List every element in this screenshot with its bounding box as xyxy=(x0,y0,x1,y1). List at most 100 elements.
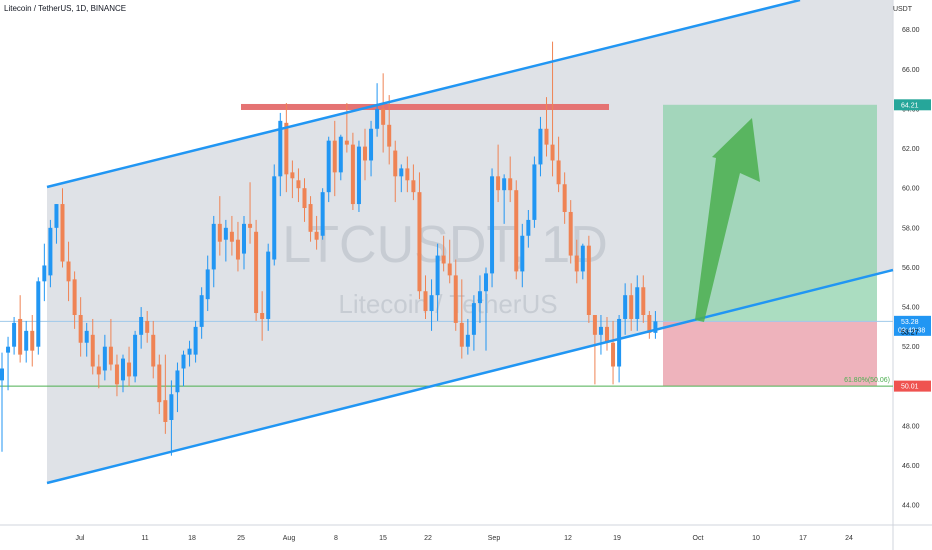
candle-body xyxy=(308,204,313,232)
channel-upper-line xyxy=(46,0,801,189)
time-tick-label: 17 xyxy=(799,535,807,542)
candle-body xyxy=(84,330,89,343)
candle-body xyxy=(157,364,162,403)
candle-body xyxy=(477,291,482,304)
candle-body xyxy=(24,330,29,351)
candle-body xyxy=(381,108,386,125)
candle-body xyxy=(272,176,277,260)
candle-body xyxy=(48,227,53,276)
candle-body xyxy=(586,245,591,315)
candle-body xyxy=(459,322,464,347)
candle-body xyxy=(302,188,307,209)
candle-body xyxy=(435,255,440,296)
candle-body xyxy=(550,144,555,161)
symbol-header: Litecoin / TetherUS, 1D, BINANCE xyxy=(4,4,127,13)
candle-body xyxy=(278,120,283,177)
time-tick-label: Sep xyxy=(488,535,501,542)
candle-body xyxy=(465,334,470,347)
candle-body xyxy=(447,263,452,276)
candle-body xyxy=(90,334,95,367)
candle-body xyxy=(441,255,446,264)
time-tick-label: 19 xyxy=(613,535,621,542)
price-tick-label: 48.00 xyxy=(902,423,920,430)
price-tick-label: 44.00 xyxy=(902,503,920,510)
candle-body xyxy=(229,231,234,242)
candle-body xyxy=(641,287,646,315)
candle-body xyxy=(502,178,507,191)
price-axis-unit: USDT xyxy=(892,6,912,13)
price-tick-label: 58.00 xyxy=(902,225,920,232)
candle-body xyxy=(629,295,634,319)
candle-body xyxy=(54,204,59,228)
candle-body xyxy=(18,318,23,355)
price-tick-label: 52.00 xyxy=(902,344,920,351)
candle-body xyxy=(471,303,476,335)
candle-body xyxy=(508,178,513,191)
target-zone xyxy=(663,104,877,322)
candle-body xyxy=(108,346,113,365)
candle-body xyxy=(133,334,138,377)
time-tick-label: 11 xyxy=(141,535,148,542)
price-tick-label: 46.00 xyxy=(902,463,920,470)
candle-body xyxy=(66,261,71,282)
candle-body xyxy=(36,281,41,347)
price-tick-label: 56.00 xyxy=(902,265,920,272)
candle-body xyxy=(538,128,543,165)
time-tick-label: 18 xyxy=(188,535,196,542)
candle-body xyxy=(605,326,609,343)
candle-body xyxy=(344,140,349,145)
candle-body xyxy=(611,342,616,367)
candle-body xyxy=(169,394,174,420)
price-tick-label: 66.00 xyxy=(902,67,920,74)
time-tick-label: 22 xyxy=(424,535,432,542)
current-price-tag-price: 53.28 xyxy=(901,319,919,326)
candle-body xyxy=(290,172,295,179)
candle-body xyxy=(417,192,422,292)
candle-body xyxy=(453,275,458,323)
candle-body xyxy=(193,326,198,355)
candle-body xyxy=(96,366,101,375)
resistance-bar xyxy=(241,103,609,110)
candle-body xyxy=(514,190,519,272)
watermark-ticker: LTCUSDT, 1D xyxy=(282,216,608,274)
candle-body xyxy=(199,295,204,327)
candle-body xyxy=(30,330,35,351)
projection-arrow xyxy=(695,118,760,322)
target-tag-price: 64.21 xyxy=(901,102,919,109)
price-axis-background xyxy=(893,0,932,550)
candle-body xyxy=(387,124,392,147)
candle-body xyxy=(411,180,416,193)
time-tick-label: 10 xyxy=(752,535,760,542)
price-tick-label: 62.00 xyxy=(902,146,920,153)
candle-body xyxy=(12,322,17,347)
bid-price-label: 53.27 xyxy=(901,330,919,337)
time-tick-label: 8 xyxy=(334,535,338,542)
time-tick-label: 15 xyxy=(379,535,387,542)
candle-body xyxy=(490,176,495,274)
time-tick-label: Jul xyxy=(76,535,85,542)
candle-body xyxy=(320,192,325,236)
watermark-name: Litecoin / TetherUS xyxy=(338,289,557,319)
candle-body xyxy=(102,346,107,371)
time-tick-label: 25 xyxy=(237,535,245,542)
target-tag-bg xyxy=(894,99,931,111)
candle-body xyxy=(145,320,150,333)
candle-body xyxy=(163,400,168,422)
candle-body xyxy=(568,211,573,256)
channel-lower-line xyxy=(46,268,894,485)
candle-body xyxy=(6,346,11,353)
candle-body xyxy=(114,364,119,385)
price-tick-label: 60.00 xyxy=(902,186,920,193)
candle-body xyxy=(121,358,125,381)
time-tick-label: 24 xyxy=(845,535,853,542)
candle-body xyxy=(260,313,265,319)
candle-body xyxy=(598,326,603,335)
candle-body xyxy=(520,235,525,272)
candle-body xyxy=(623,295,628,319)
candle-body xyxy=(580,245,585,272)
candle-body xyxy=(423,291,428,312)
candle-body xyxy=(42,265,47,282)
candle-body xyxy=(248,223,253,228)
